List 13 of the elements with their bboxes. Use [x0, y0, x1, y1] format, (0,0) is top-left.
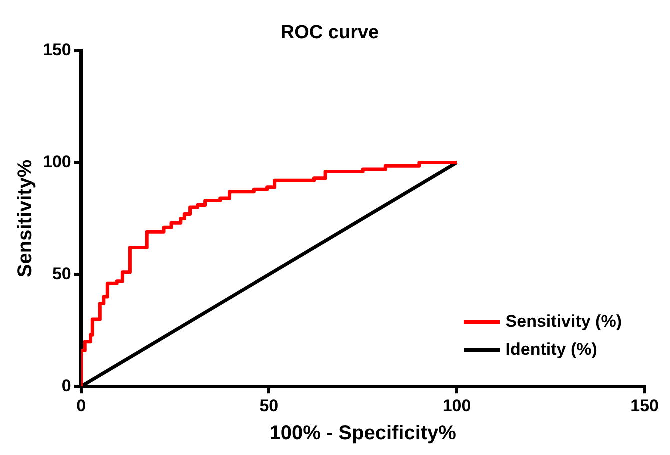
y-tick-label: 150: [42, 40, 72, 60]
y-tick-label: 50: [52, 264, 72, 284]
legend-label: Sensitivity (%): [506, 312, 622, 332]
legend-label: Identity (%): [506, 340, 598, 360]
x-tick-label: 50: [260, 396, 279, 416]
y-tick-label: 100: [42, 152, 72, 172]
x-tick-label: 0: [76, 396, 86, 416]
x-tick-label: 100: [442, 396, 472, 416]
y-tick-label: 0: [62, 376, 72, 396]
y-axis-title: Sensitivity%: [14, 160, 37, 278]
x-axis-title: 100% - Specificity%: [270, 422, 457, 445]
x-tick-label: 150: [630, 396, 660, 416]
chart-title: ROC curve: [280, 22, 380, 44]
